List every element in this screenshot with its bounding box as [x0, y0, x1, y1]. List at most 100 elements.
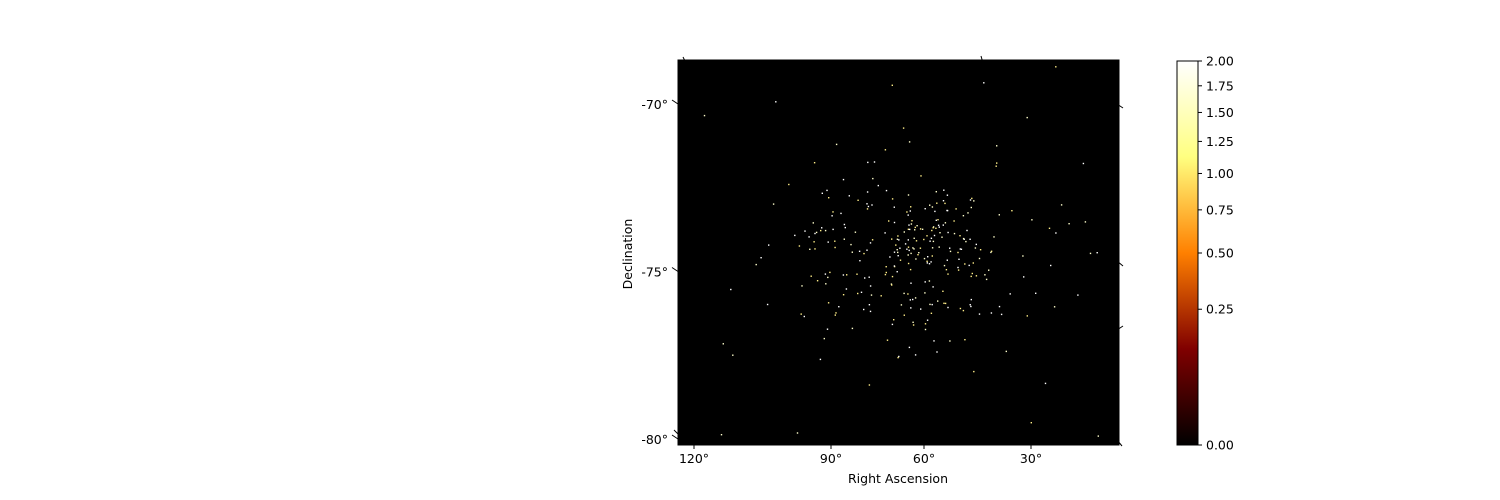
x-axis: 120° 90° 60° 30°	[679, 445, 1042, 466]
point-source	[1005, 350, 1007, 353]
point-source	[810, 275, 812, 277]
point-source	[929, 204, 931, 206]
point-source	[984, 274, 986, 276]
point-source	[819, 358, 822, 361]
point-source	[932, 286, 934, 288]
point-source	[907, 293, 909, 295]
point-sources	[703, 66, 1099, 437]
point-source	[813, 162, 816, 164]
point-source	[919, 247, 922, 249]
point-source	[1000, 313, 1003, 316]
point-source	[907, 246, 910, 248]
x-tick-label: 30°	[1020, 451, 1042, 466]
point-source	[912, 298, 914, 301]
point-source	[975, 275, 978, 277]
colorbar-tick-label: 0.25	[1206, 302, 1234, 317]
point-source	[928, 263, 931, 265]
point-source	[949, 250, 952, 253]
point-source	[959, 307, 962, 310]
point-source	[970, 298, 972, 301]
point-source	[851, 327, 854, 330]
point-source	[974, 247, 977, 249]
point-source	[866, 249, 868, 251]
point-source	[926, 260, 928, 262]
point-source	[900, 304, 903, 306]
point-source	[868, 304, 871, 306]
point-source	[937, 219, 939, 221]
point-source	[985, 278, 988, 281]
point-source	[863, 252, 865, 255]
point-source	[814, 248, 816, 250]
point-source	[975, 243, 977, 246]
point-source	[937, 224, 940, 226]
point-source	[924, 292, 926, 294]
point-source	[788, 183, 790, 186]
point-source	[869, 242, 872, 244]
point-source	[1011, 210, 1013, 212]
point-source	[957, 266, 959, 269]
point-source	[962, 237, 965, 240]
point-source	[907, 239, 909, 241]
point-source	[1044, 382, 1047, 385]
point-source	[959, 248, 961, 250]
point-source	[912, 247, 914, 249]
point-source	[998, 214, 1000, 216]
point-source	[866, 208, 869, 210]
image-frame	[677, 59, 1120, 446]
point-source	[890, 283, 893, 285]
point-source	[910, 206, 912, 208]
point-source	[959, 235, 961, 237]
point-source	[914, 226, 916, 229]
point-source	[932, 226, 935, 228]
point-source	[926, 319, 929, 321]
point-source	[768, 244, 770, 246]
point-source	[896, 249, 898, 251]
point-source	[1068, 223, 1070, 225]
point-source	[877, 184, 879, 187]
point-source	[957, 251, 959, 254]
point-source	[838, 306, 840, 308]
point-source	[897, 255, 899, 257]
point-source	[909, 299, 911, 301]
point-source	[824, 273, 827, 275]
point-source	[851, 251, 853, 253]
point-source	[931, 247, 934, 249]
point-source	[827, 302, 830, 304]
point-source	[866, 191, 869, 193]
point-source	[804, 230, 806, 232]
point-source	[933, 234, 936, 237]
point-source	[953, 220, 955, 222]
sky-image-background	[678, 60, 1119, 445]
point-source	[938, 246, 940, 248]
point-source	[911, 220, 913, 222]
point-source	[924, 208, 926, 210]
point-source	[971, 272, 973, 275]
point-source	[920, 175, 922, 177]
point-source	[889, 256, 891, 258]
point-source	[897, 235, 899, 237]
point-source	[888, 220, 890, 222]
point-source	[936, 351, 938, 353]
point-source	[1084, 221, 1087, 223]
point-source	[827, 241, 829, 243]
point-source	[962, 215, 965, 217]
colorbar-tick-label: 1.75	[1206, 78, 1234, 93]
point-source	[966, 229, 968, 232]
point-source	[834, 314, 836, 316]
point-source	[722, 343, 724, 345]
point-source	[893, 265, 896, 267]
point-source	[1082, 162, 1085, 165]
point-source	[938, 226, 940, 228]
point-source	[995, 165, 997, 167]
point-source	[969, 199, 972, 201]
point-source	[969, 304, 971, 306]
point-source	[979, 249, 982, 251]
point-source	[1055, 232, 1057, 234]
y-tick-label: -80°	[641, 432, 668, 447]
point-source	[859, 260, 861, 262]
point-source	[1026, 315, 1028, 317]
point-source	[944, 202, 946, 205]
y-axis-label: Declination	[620, 219, 635, 290]
point-source	[960, 248, 963, 250]
point-source	[990, 251, 992, 254]
